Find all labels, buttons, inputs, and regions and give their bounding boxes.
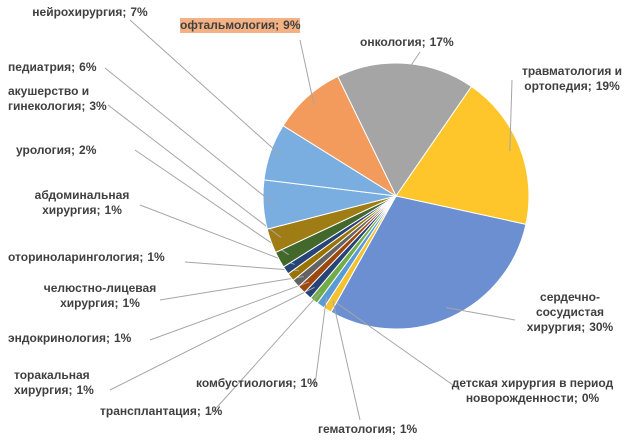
category-label: сердечно-сосудистая хирургия; — [526, 290, 605, 334]
leader-line — [139, 204, 295, 265]
category-label: офтальмология; — [180, 18, 280, 32]
category-label: акушерство и гинекология; — [8, 84, 90, 113]
data-label: травматология и ортопедия; 19% — [512, 64, 632, 94]
leader-line — [404, 51, 421, 75]
leader-line — [109, 286, 315, 391]
leader-line — [332, 300, 361, 421]
data-label: торакальная хирургия; 1% — [14, 368, 114, 398]
pie-slice — [282, 75, 398, 198]
category-label: трансплантация; — [100, 404, 201, 418]
leader-line — [149, 281, 310, 341]
data-label: детская хирургия в период новорожденност… — [445, 376, 620, 406]
category-label: онкология; — [360, 35, 426, 49]
leader-line — [335, 302, 461, 391]
category-label: торакальная хирургия; — [14, 368, 90, 397]
pie-slice — [330, 195, 527, 330]
leader-line — [104, 67, 275, 205]
value-label: 1% — [300, 376, 318, 390]
category-label: оториноларингология; — [8, 250, 144, 264]
category-label: педиатрия; — [8, 60, 76, 74]
data-label: урология; 2% — [16, 143, 146, 158]
leader-line — [509, 79, 513, 152]
category-label: урология; — [16, 143, 76, 157]
data-label: гематология; 1% — [318, 422, 428, 437]
value-label: 30% — [589, 320, 614, 334]
data-label: онкология; 17% — [360, 35, 490, 50]
data-label: сердечно-сосудистая хирургия; 30% — [515, 290, 625, 335]
category-label: детская хирургия в период новорожденност… — [451, 376, 614, 405]
value-label: 1% — [399, 422, 418, 436]
value-label: 19% — [595, 79, 620, 93]
category-label: эндокринология; — [8, 331, 110, 345]
data-label: комбустиология; 1% — [196, 376, 318, 391]
leader-line — [314, 296, 328, 386]
data-label: абдоминальная хирургия; 1% — [22, 188, 142, 218]
value-label: 17% — [429, 35, 454, 49]
data-label: трансплантация; 1% — [100, 404, 223, 419]
value-label: 9% — [283, 18, 301, 32]
leader-line — [184, 261, 300, 272]
leader-line — [159, 276, 304, 301]
data-label: челюстно-лицевая хирургия; 1% — [20, 281, 180, 311]
value-label: 2% — [79, 143, 97, 157]
data-label: оториноларингология; 1% — [8, 250, 188, 265]
value-label: 3% — [89, 99, 107, 113]
pie-slice — [337, 62, 473, 197]
leader-line — [299, 39, 315, 106]
data-label: нейрохирургия; 7% — [30, 5, 150, 20]
category-label: челюстно-лицевая хирургия; — [43, 281, 157, 310]
category-label: комбустиология; — [196, 376, 297, 390]
data-label: педиатрия; 6% — [8, 60, 118, 75]
category-label: нейрохирургия; — [32, 5, 127, 19]
category-label: гематология; — [318, 422, 396, 436]
value-label: 1% — [122, 296, 140, 310]
data-label: акушерство и гинекология; 3% — [8, 84, 118, 114]
value-label: 1% — [147, 250, 165, 264]
value-label: 6% — [79, 60, 97, 74]
data-label: офтальмология; 9% — [180, 18, 300, 33]
value-label: 0% — [581, 391, 600, 405]
value-label: 1% — [104, 203, 122, 217]
leader-line — [446, 307, 516, 321]
data-label: эндокринология; 1% — [8, 331, 158, 346]
leader-line — [129, 19, 281, 156]
leader-line — [209, 291, 321, 416]
pie-slice — [395, 85, 530, 225]
leader-line — [107, 104, 282, 238]
value-label: 1% — [76, 383, 94, 397]
leader-line — [134, 149, 289, 256]
value-label: 7% — [130, 5, 148, 19]
category-label: абдоминальная хирургия; — [34, 188, 130, 217]
value-label: 1% — [204, 404, 223, 418]
value-label: 1% — [113, 331, 132, 345]
category-label: травматология и ортопедия; — [521, 64, 623, 93]
